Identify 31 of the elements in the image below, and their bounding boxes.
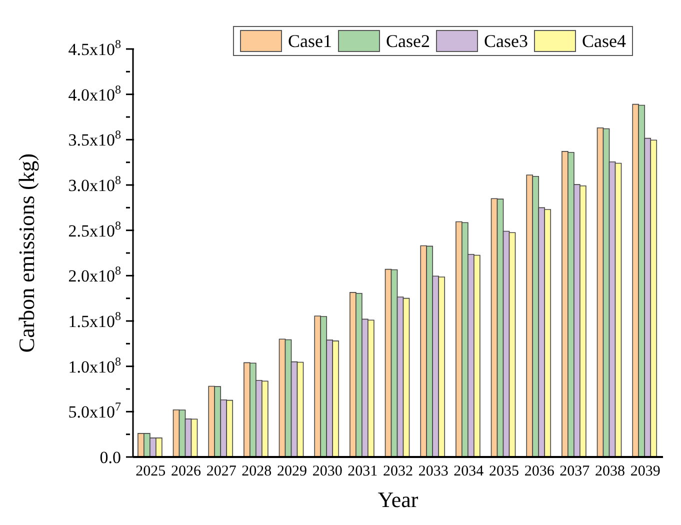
x-tick-label: 2036 bbox=[524, 464, 555, 480]
x-tick-label: 2032 bbox=[383, 464, 413, 480]
x-tick-label: 2028 bbox=[242, 464, 272, 480]
y-tick-label: 3.0x10$^{8}$ bbox=[68, 173, 121, 195]
y-tick-label: 1.0x10$^{8}$ bbox=[68, 354, 121, 376]
y-tick-label: 0.0 bbox=[100, 448, 121, 467]
y-axis-title: Carbon emissions (kg) bbox=[14, 153, 39, 353]
legend-label: Case3 bbox=[484, 30, 528, 52]
x-tick-label: 2033 bbox=[418, 464, 448, 480]
x-tick-label: 2027 bbox=[206, 464, 237, 480]
y-tick-label: 4.0x10$^{8}$ bbox=[68, 82, 121, 104]
x-tick-label: 2039 bbox=[630, 464, 660, 480]
x-tick-label: 2035 bbox=[489, 464, 519, 480]
y-tick-label: 5.0x10$^{7}$ bbox=[68, 400, 121, 422]
legend-label: Case4 bbox=[582, 30, 626, 52]
legend-label: Case2 bbox=[386, 30, 430, 52]
y-tick-label: 2.5x10$^{8}$ bbox=[68, 218, 121, 240]
x-tick-label: 2026 bbox=[171, 464, 202, 480]
x-tick-label: 2029 bbox=[277, 464, 307, 480]
x-tick-label: 2037 bbox=[560, 464, 590, 480]
x-tick-label: 2031 bbox=[348, 464, 378, 480]
x-tick-label: 2038 bbox=[595, 464, 625, 480]
y-tick-label: 3.5x10$^{8}$ bbox=[68, 128, 121, 150]
x-axis-title: Year bbox=[378, 487, 419, 512]
y-tick-label: 2.0x10$^{8}$ bbox=[68, 264, 121, 286]
x-tick-label: 2034 bbox=[454, 464, 484, 480]
x-tick-label: 2025 bbox=[136, 464, 166, 480]
legend-label: Case1 bbox=[288, 30, 332, 52]
x-tick-label: 2030 bbox=[312, 464, 342, 480]
y-tick-label: 1.5x10$^{8}$ bbox=[68, 309, 121, 331]
y-tick-label: 4.5x10$^{8}$ bbox=[68, 37, 121, 59]
